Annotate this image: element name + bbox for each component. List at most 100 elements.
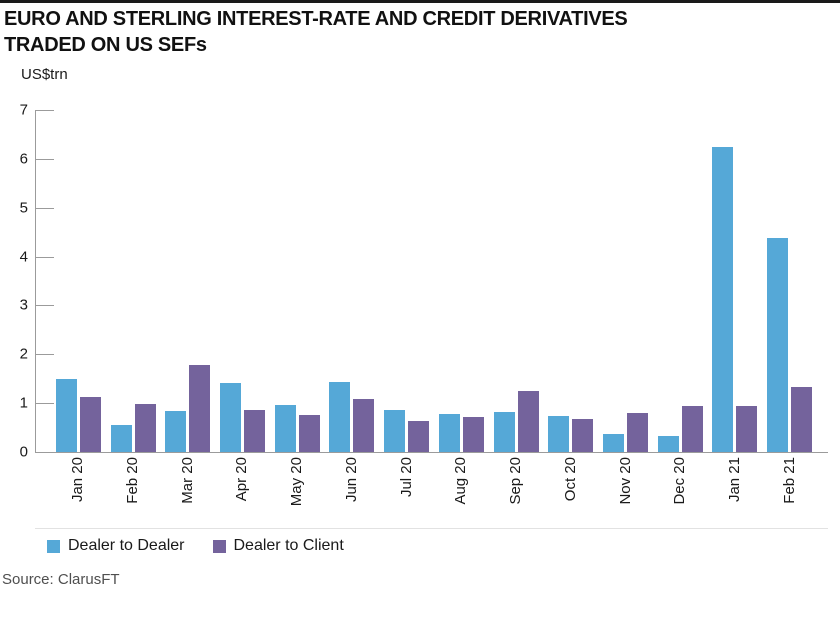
y-tick-5 bbox=[36, 207, 54, 209]
bar-dealer-to-dealer-jan-21 bbox=[712, 146, 734, 452]
bar-dealer-to-client-dec-20 bbox=[681, 405, 703, 452]
bar-dealer-to-client-jul-20 bbox=[408, 420, 430, 452]
y-tick-label-5: 5 bbox=[19, 199, 28, 217]
legend: Dealer to Dealer Dealer to Client bbox=[47, 537, 344, 555]
x-label-cell-jul-20: Jul 20 bbox=[384, 457, 429, 527]
y-tick-4 bbox=[36, 256, 54, 258]
y-tick-3 bbox=[36, 305, 54, 307]
y-tick-label-2: 2 bbox=[19, 345, 28, 363]
bar-dealer-to-client-oct-20 bbox=[572, 419, 594, 452]
y-tick-label-0: 0 bbox=[19, 443, 28, 461]
x-label-cell-oct-20: Oct 20 bbox=[548, 457, 593, 527]
x-label-cell-jun-20: Jun 20 bbox=[329, 457, 374, 527]
x-label-cell-jan-21: Jan 21 bbox=[712, 457, 757, 527]
legend-swatch-icon bbox=[47, 539, 60, 553]
x-label-cell-mar-20: Mar 20 bbox=[165, 457, 210, 527]
bar-dealer-to-dealer-jun-20 bbox=[329, 382, 351, 452]
bar-dealer-to-dealer-mar-20 bbox=[165, 411, 187, 452]
x-axis-label-nov-20: Nov 20 bbox=[616, 457, 634, 505]
y-tick-label-4: 4 bbox=[19, 248, 28, 266]
x-axis-label-mar-20: Mar 20 bbox=[178, 457, 196, 504]
bar-group-aug-20 bbox=[438, 110, 484, 452]
x-axis-label-jan-20: Jan 20 bbox=[69, 457, 86, 503]
x-label-cell-sep-20: Sep 20 bbox=[493, 457, 538, 527]
bar-dealer-to-dealer-jan-20 bbox=[56, 378, 77, 452]
x-axis-label-jan-21: Jan 21 bbox=[726, 457, 744, 503]
bottom-hairline bbox=[35, 528, 828, 529]
x-axis-label-may-20: May 20 bbox=[288, 457, 306, 507]
bar-dealer-to-dealer-dec-20 bbox=[657, 436, 679, 452]
legend-swatch-icon bbox=[212, 539, 226, 553]
bar-group-may-20 bbox=[274, 110, 320, 452]
x-label-cell-apr-20: Apr 20 bbox=[219, 457, 264, 527]
bar-dealer-to-client-may-20 bbox=[298, 414, 320, 452]
bar-dealer-to-dealer-sep-20 bbox=[493, 412, 515, 452]
x-axis-label-apr-20: Apr 20 bbox=[233, 457, 251, 502]
bar-group-oct-20 bbox=[548, 110, 594, 452]
bar-group-mar-20 bbox=[165, 110, 211, 452]
x-axis-label-aug-20: Aug 20 bbox=[452, 457, 470, 505]
x-label-cell-nov-20: Nov 20 bbox=[603, 457, 648, 527]
bar-group-jan-21 bbox=[712, 110, 758, 452]
x-axis-label-sep-20: Sep 20 bbox=[507, 457, 525, 505]
bar-dealer-to-client-nov-20 bbox=[626, 413, 648, 452]
x-axis-label-oct-20: Oct 20 bbox=[561, 457, 579, 502]
chart-title-line2: TRADED ON US SEFs bbox=[4, 34, 207, 56]
bar-group-dec-20 bbox=[657, 110, 703, 452]
x-label-cell-jan-20: Jan 20 bbox=[55, 457, 100, 527]
bar-dealer-to-dealer-jul-20 bbox=[384, 410, 406, 452]
source-note: Source: ClarusFT bbox=[2, 571, 120, 588]
bar-group-jul-20 bbox=[384, 110, 430, 452]
y-tick-label-7: 7 bbox=[19, 101, 28, 119]
bar-dealer-to-dealer-feb-21 bbox=[766, 238, 788, 452]
bar-dealer-to-dealer-may-20 bbox=[274, 404, 296, 452]
bar-group-jun-20 bbox=[329, 110, 375, 452]
x-label-cell-aug-20: Aug 20 bbox=[438, 457, 483, 527]
x-axis-label-feb-20: Feb 20 bbox=[123, 457, 141, 504]
legend-item-dealer-to-client: Dealer to Client bbox=[212, 537, 344, 555]
bar-dealer-to-client-mar-20 bbox=[189, 365, 211, 452]
y-tick-label-6: 6 bbox=[19, 150, 28, 168]
y-tick-6 bbox=[36, 158, 54, 160]
y-tick-7 bbox=[36, 110, 54, 111]
bar-dealer-to-dealer-feb-20 bbox=[110, 425, 132, 452]
y-tick-label-1: 1 bbox=[19, 394, 28, 412]
bar-dealer-to-client-feb-21 bbox=[790, 387, 812, 452]
bar-dealer-to-client-feb-20 bbox=[134, 404, 156, 452]
legend-label: Dealer to Client bbox=[233, 537, 344, 554]
x-axis-label-feb-21: Feb 21 bbox=[780, 457, 798, 504]
bar-dealer-to-dealer-apr-20 bbox=[220, 383, 242, 452]
bar-group-feb-20 bbox=[110, 110, 156, 452]
x-label-cell-dec-20: Dec 20 bbox=[657, 457, 702, 527]
x-axis-label-dec-20: Dec 20 bbox=[671, 457, 689, 505]
x-axis-labels: Jan 20 Feb 20 Mar 20 Apr 20 May 20 Jun 20 Jul … bbox=[35, 457, 828, 527]
bar-dealer-to-client-apr-20 bbox=[244, 409, 266, 452]
bar-dealer-to-client-jan-21 bbox=[736, 406, 758, 452]
top-rule bbox=[0, 0, 840, 3]
chart-title: EURO AND STERLING INTEREST-RATE AND CRED… bbox=[4, 6, 628, 58]
bar-group-apr-20 bbox=[220, 110, 266, 452]
x-label-cell-feb-21: Feb 21 bbox=[767, 457, 812, 527]
x-label-cell-feb-20: Feb 20 bbox=[110, 457, 155, 527]
y-tick-label-3: 3 bbox=[19, 296, 28, 314]
bar-dealer-to-dealer-oct-20 bbox=[548, 416, 570, 452]
bar-dealer-to-dealer-nov-20 bbox=[602, 433, 624, 452]
bar-group-feb-21 bbox=[766, 110, 812, 452]
x-label-cell-may-20: May 20 bbox=[274, 457, 319, 527]
chart-title-line1: EURO AND STERLING INTEREST-RATE AND CRED… bbox=[4, 8, 628, 30]
legend-item-dealer-to-dealer: Dealer to Dealer bbox=[47, 537, 185, 555]
bar-group-jan-20 bbox=[56, 110, 101, 452]
bar-group-sep-20 bbox=[493, 110, 539, 452]
bar-dealer-to-client-jan-20 bbox=[80, 396, 101, 452]
bar-dealer-to-client-sep-20 bbox=[517, 390, 539, 452]
plot-area: 0 1 2 3 4 5 6 7 bbox=[20, 103, 828, 460]
y-tick-2 bbox=[36, 354, 54, 356]
x-axis-label-jul-20: Jul 20 bbox=[397, 457, 415, 498]
legend-label: Dealer to Dealer bbox=[68, 537, 185, 554]
bar-dealer-to-client-jun-20 bbox=[353, 398, 375, 452]
y-axis-unit-label: US$trn bbox=[21, 66, 68, 83]
y-tick-1 bbox=[36, 403, 54, 405]
bar-dealer-to-client-aug-20 bbox=[462, 416, 484, 452]
bar-dealer-to-dealer-aug-20 bbox=[438, 414, 460, 452]
